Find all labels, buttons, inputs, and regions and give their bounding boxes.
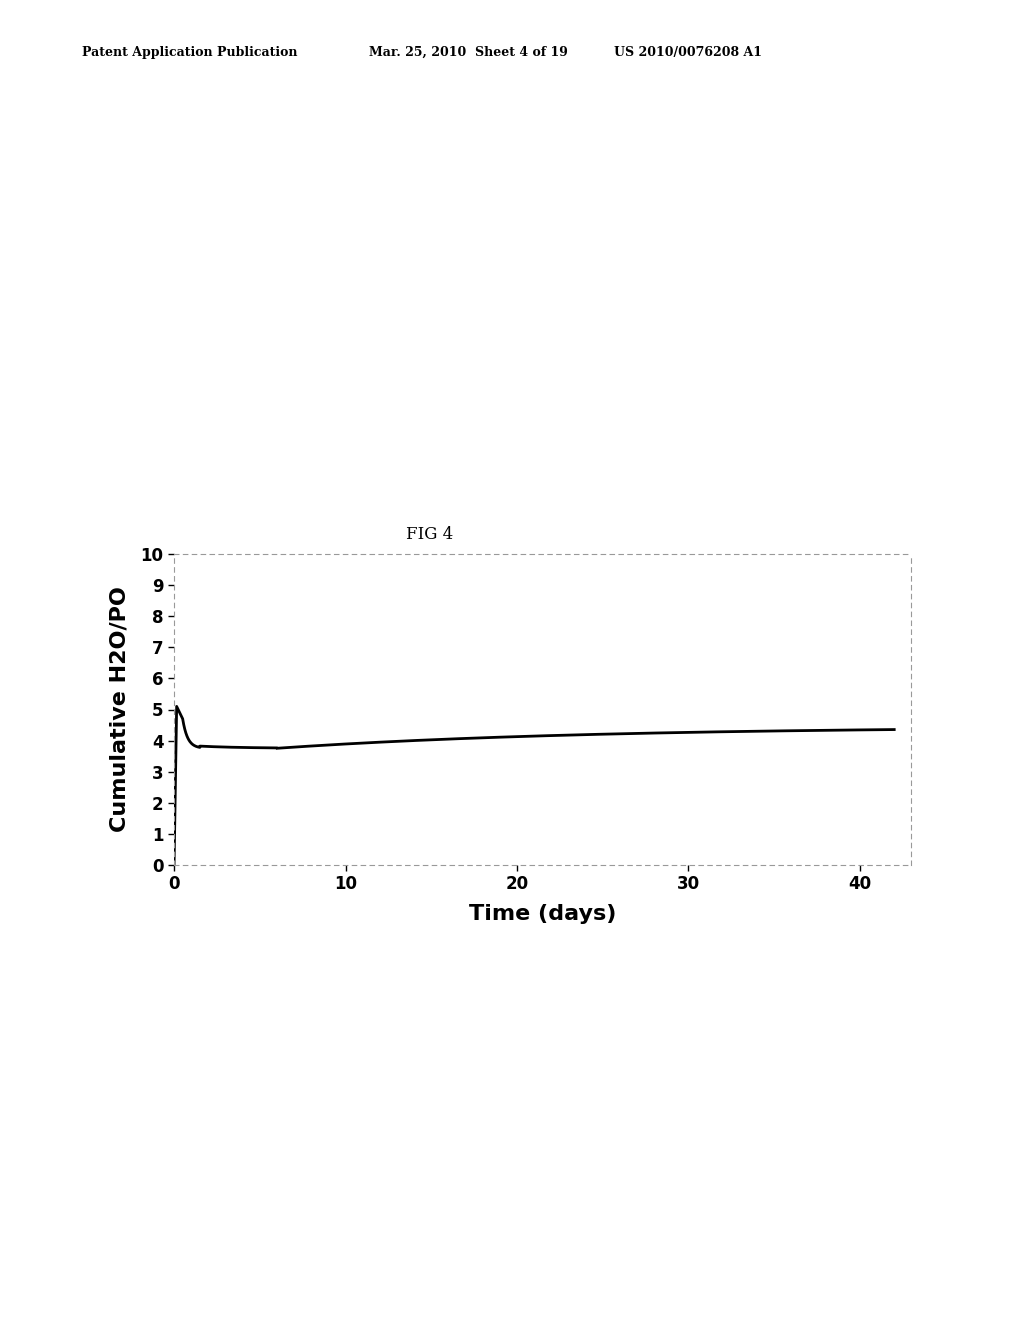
Text: Patent Application Publication: Patent Application Publication [82,46,297,59]
Text: FIG 4: FIG 4 [407,527,454,543]
Text: US 2010/0076208 A1: US 2010/0076208 A1 [614,46,763,59]
Y-axis label: Cumulative H2O/PO: Cumulative H2O/PO [110,586,130,833]
Text: Mar. 25, 2010  Sheet 4 of 19: Mar. 25, 2010 Sheet 4 of 19 [369,46,567,59]
X-axis label: Time (days): Time (days) [469,904,616,924]
